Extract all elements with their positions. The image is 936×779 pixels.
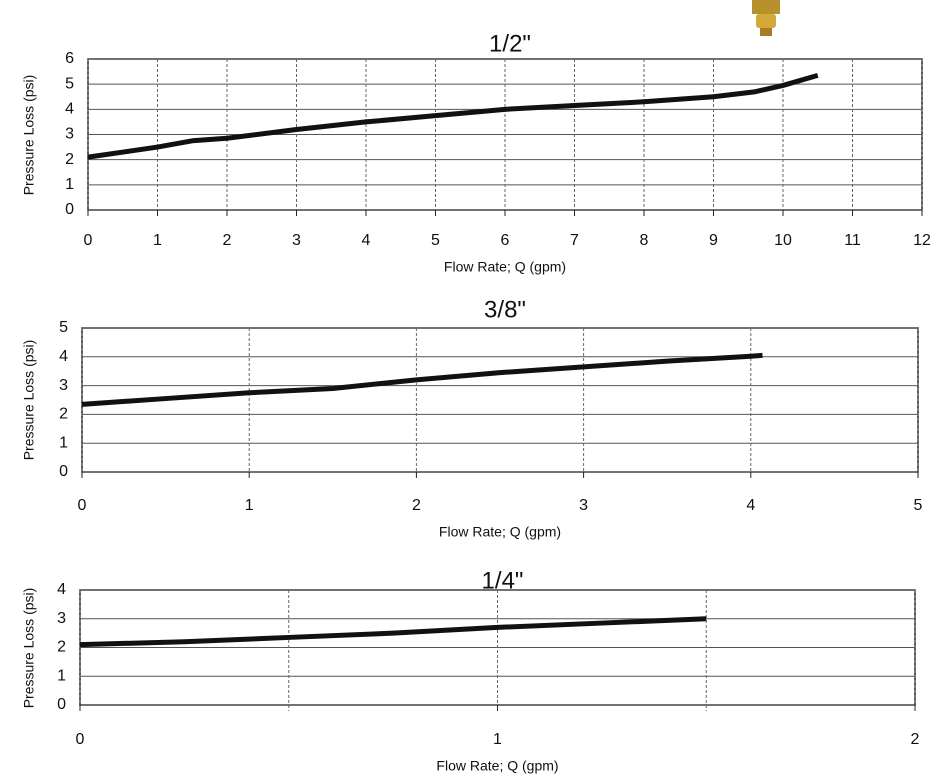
chart-title: 3/8"	[484, 296, 526, 323]
y-tick-label: 4	[65, 101, 74, 118]
data-line	[79, 616, 707, 648]
x-tick-label: 6	[501, 232, 510, 249]
chart: 0 1 2 3 4 0 1 2 1/4" Flow Rate; Q (gpm) Pressure L…	[21, 567, 920, 773]
x-tick-label: 4	[362, 232, 371, 249]
x-tick-label: 0	[78, 497, 87, 514]
y-tick-label: 6	[65, 50, 74, 67]
y-axis-label: Pressure Loss (psi)	[21, 340, 37, 461]
y-tick-label: 1	[65, 176, 74, 193]
y-tick-label: 4	[57, 581, 66, 598]
chart-title: 1/4"	[482, 567, 524, 594]
x-tick-label: 0	[84, 232, 93, 249]
fitting-icon	[752, 0, 780, 36]
y-tick-label: 0	[57, 696, 66, 713]
x-tick-label: 2	[223, 232, 232, 249]
x-axis-label: Flow Rate; Q (gpm)	[436, 758, 558, 774]
x-tick-label: 11	[844, 232, 861, 249]
y-tick-label: 3	[59, 377, 68, 394]
x-axis-label: Flow Rate; Q (gpm)	[444, 259, 566, 275]
y-tick-label: 3	[57, 610, 66, 627]
y-tick-label: 2	[57, 639, 66, 656]
x-tick-label: 2	[412, 497, 421, 514]
x-tick-label: 1	[153, 232, 162, 249]
x-tick-label: 8	[640, 232, 649, 249]
x-tick-label: 5	[431, 232, 440, 249]
x-tick-label: 1	[493, 731, 502, 748]
x-tick-label: 9	[709, 232, 718, 249]
x-tick-label: 10	[774, 232, 792, 249]
x-axis-label: Flow Rate; Q (gpm)	[439, 524, 561, 540]
x-tick-label: 3	[292, 232, 301, 249]
y-tick-label: 0	[65, 201, 74, 218]
y-tick-label: 5	[65, 75, 74, 92]
x-tick-label: 7	[570, 232, 579, 249]
chart: 0 1 2 3 4 5 0 1 2 3 4 5 3/8" Flow Rate; Q (gpm) Pressu…	[21, 296, 923, 539]
y-tick-label: 3	[65, 126, 74, 143]
x-tick-label: 4	[746, 497, 755, 514]
y-axis-label: Pressure Loss (psi)	[21, 75, 37, 196]
y-tick-label: 2	[65, 151, 74, 168]
plot-area	[81, 327, 919, 473]
y-tick-label: 1	[57, 667, 66, 684]
y-tick-label: 4	[59, 348, 68, 365]
chart-title: 1/2"	[489, 30, 531, 57]
x-tick-label: 0	[76, 731, 85, 748]
x-tick-label: 5	[914, 497, 923, 514]
y-tick-label: 2	[59, 406, 68, 423]
data-line	[87, 72, 819, 160]
y-tick-label: 0	[59, 463, 68, 480]
x-tick-label: 12	[913, 232, 931, 249]
data-line	[81, 352, 763, 407]
y-tick-label: 5	[59, 319, 68, 336]
y-axis-label: Pressure Loss (psi)	[21, 588, 37, 709]
y-tick-label: 1	[59, 434, 68, 451]
x-tick-label: 1	[245, 497, 254, 514]
x-tick-label: 3	[579, 497, 588, 514]
x-tick-label: 2	[911, 731, 920, 748]
